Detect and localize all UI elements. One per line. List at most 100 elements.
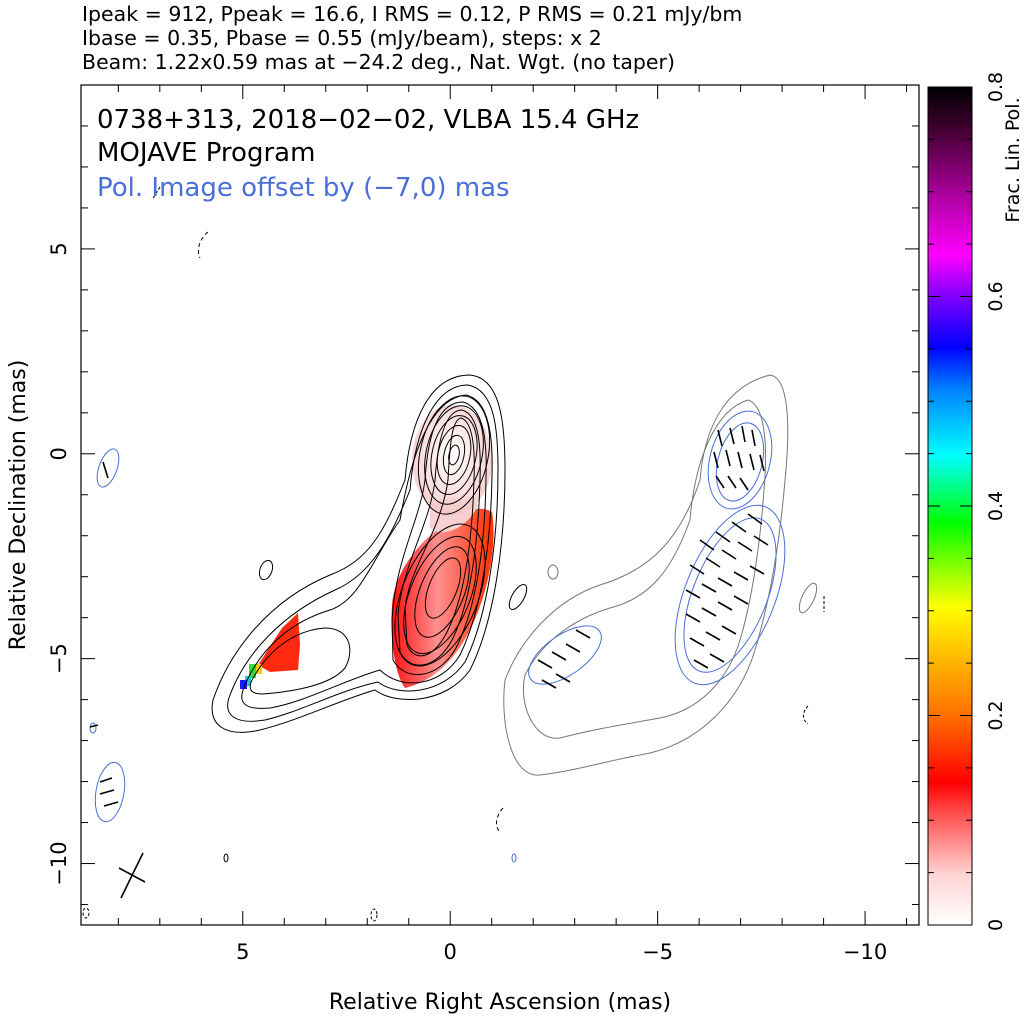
evpa-tick <box>737 451 743 469</box>
contour-level-1 <box>211 374 506 733</box>
x-axis-label: Relative Right Ascension (mas) <box>329 990 671 1015</box>
evpa-tick <box>689 637 705 647</box>
contour-level-3 <box>241 394 493 709</box>
pol-contour-outer <box>528 625 602 685</box>
plot-frame <box>80 84 920 926</box>
contour-level-4 <box>249 627 351 695</box>
pol-contour-left-2 <box>94 761 126 823</box>
contour-island <box>258 559 274 581</box>
evpa-tick <box>737 541 753 552</box>
x-tick-label: 0 <box>444 940 457 964</box>
evpa-tick <box>751 429 756 447</box>
evpa-tick <box>551 651 567 661</box>
colorbar-tick-label: 0.6 <box>985 281 1007 311</box>
contour-level-5 <box>391 401 487 675</box>
evpa-tick <box>729 427 735 445</box>
evpa-tick <box>749 565 765 575</box>
pol-image-island <box>798 582 818 614</box>
contour-island <box>223 853 229 863</box>
pol-contour-left-1 <box>96 448 120 488</box>
y-tick-label: −5 <box>47 643 71 674</box>
evpa-tick <box>705 631 721 641</box>
evpa-tick <box>99 777 113 783</box>
contour-core-3 <box>430 415 478 495</box>
pol-contour-core <box>707 410 773 510</box>
evpa-tick <box>717 601 733 611</box>
header-line-beam: Beam: 1.22x0.59 mas at −24.2 deg., Nat. … <box>82 50 675 74</box>
evpa-tick <box>721 625 737 635</box>
evpa-tick <box>689 564 705 575</box>
y-tick-label: 5 <box>47 242 71 255</box>
beam-minor-axis <box>118 867 146 883</box>
contour-core-4 <box>436 424 472 486</box>
contour-negative <box>495 807 504 833</box>
evpa-tick <box>717 577 733 587</box>
pol-intensity-contours <box>89 410 786 823</box>
pol-contour-left-3 <box>89 722 97 734</box>
pol-image-island <box>511 853 517 863</box>
evpa-tick <box>739 477 749 491</box>
evpa-tick <box>565 643 581 653</box>
evpa-tick <box>99 789 115 795</box>
evpa-tick <box>713 451 719 469</box>
pol-image-island <box>547 564 559 580</box>
evpa-tick <box>741 425 746 443</box>
source-annotation: 0738+313, 2018−02−02, VLBA 15.4 GHz <box>97 105 639 135</box>
evpa-tick <box>693 659 709 669</box>
evpa-tick <box>715 531 731 543</box>
contour-core-2 <box>424 405 484 505</box>
y-tick-label: 0 <box>47 447 71 460</box>
contour-level-6 <box>397 409 481 666</box>
colorbar-tick-label: 0.8 <box>985 72 1007 102</box>
frac-pol-region-outer-jet <box>258 613 300 672</box>
contour-negative <box>151 186 161 201</box>
beam-marker <box>118 852 146 899</box>
program-annotation: MOJAVE Program <box>97 138 315 168</box>
evpa-tick <box>747 513 763 525</box>
contour-inner-jet-1 <box>394 523 486 667</box>
plot-area <box>82 186 825 922</box>
contour-level-7 <box>404 417 475 657</box>
contour-negative <box>803 705 809 725</box>
pol-contour-jet <box>674 504 786 686</box>
frac-pol-pixel-blue <box>240 680 247 689</box>
contour-island <box>82 907 90 919</box>
evpa-tick <box>89 724 99 728</box>
frac-pol-pixel-cyan <box>245 676 251 686</box>
evpa-tick <box>685 613 701 623</box>
stokes-i-contours <box>82 186 809 922</box>
contour-inner-jet-3 <box>414 546 470 638</box>
x-tick-label: −10 <box>843 940 887 964</box>
colorbar-axis: 0 0.2 0.4 0.6 0.8 <box>928 72 1007 931</box>
header-line-base: Ibase = 0.35, Pbase = 0.55 (mJy/beam), s… <box>82 26 602 50</box>
y-axis-label: Relative Declination (mas) <box>6 360 31 651</box>
evpa-tick <box>102 461 109 479</box>
colorbar-tick-label: 0 <box>985 919 1007 931</box>
contour-inner-jet-4 <box>424 557 462 619</box>
pol-image-island <box>508 584 528 610</box>
contour-island <box>370 908 378 922</box>
evpa-tick <box>721 549 737 560</box>
evpa-tick <box>733 571 749 581</box>
evpa-tick <box>685 589 701 599</box>
evpa-tick <box>575 629 591 639</box>
axes: 5 0 −5 −10 5 0 −5 −10 <box>47 84 919 964</box>
evpa-tick <box>725 449 731 467</box>
evpa-vectors <box>89 425 769 807</box>
colorbar-tick-label: 0.4 <box>985 491 1007 521</box>
evpa-tick <box>699 539 715 551</box>
evpa-tick <box>537 659 553 669</box>
offset-annotation: Pol. Image offset by (−7,0) mas <box>97 173 510 203</box>
colorbar-label: Frac. Lin. Pol. <box>1002 97 1024 222</box>
pol-image-inner-contour <box>523 399 767 739</box>
evpa-tick <box>727 475 737 489</box>
evpa-tick <box>717 429 723 447</box>
evpa-tick <box>733 595 749 605</box>
evpa-tick <box>709 653 725 663</box>
evpa-tick <box>701 583 717 593</box>
pol-contour-core-inner <box>715 422 765 502</box>
colorbar-tick-label: 0.2 <box>985 700 1007 730</box>
header-line-peaks: Ipeak = 912, Ppeak = 16.6, I RMS = 0.12,… <box>82 2 743 26</box>
y-tick-label: −10 <box>47 841 71 885</box>
contour-core-6 <box>448 444 460 466</box>
